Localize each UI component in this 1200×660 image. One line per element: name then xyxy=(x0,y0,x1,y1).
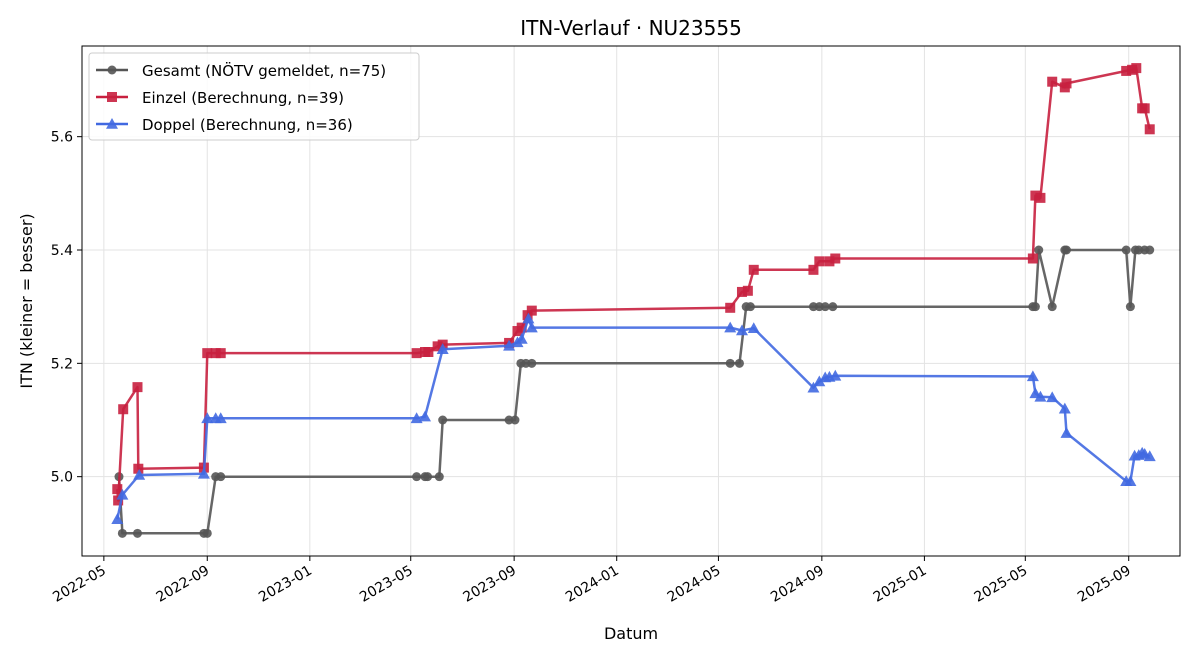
y-tick-label: 5.4 xyxy=(51,243,73,259)
data-point xyxy=(724,321,737,333)
data-point xyxy=(432,341,443,352)
data-point xyxy=(807,381,820,393)
data-point xyxy=(736,286,747,297)
data-point xyxy=(1030,190,1041,201)
data-point xyxy=(1027,253,1038,264)
data-point xyxy=(117,528,127,538)
data-point xyxy=(525,321,538,333)
data-point xyxy=(725,358,735,368)
data-point xyxy=(438,415,448,425)
data-point xyxy=(1061,78,1072,89)
legend-swatch-marker xyxy=(107,92,117,102)
data-point xyxy=(808,264,819,275)
data-point xyxy=(1125,302,1135,312)
legend-swatch-marker xyxy=(106,118,118,129)
data-point xyxy=(745,302,755,312)
legend: Gesamt (NÖTV gemeldet, n=75) Einzel (Bere… xyxy=(88,52,420,141)
data-point xyxy=(113,495,124,506)
data-point xyxy=(1026,370,1039,382)
data-point xyxy=(527,358,537,368)
data-point xyxy=(828,302,838,312)
data-point xyxy=(202,528,212,538)
series-layer xyxy=(111,63,1156,538)
series-circle xyxy=(114,245,1155,538)
data-point xyxy=(1030,302,1040,312)
data-point xyxy=(829,369,842,381)
data-point xyxy=(111,513,124,524)
data-point xyxy=(515,332,528,344)
series-triangle xyxy=(111,312,1156,524)
data-point xyxy=(814,256,825,267)
data-point xyxy=(820,302,830,312)
data-point xyxy=(112,484,123,495)
data-point xyxy=(742,285,753,296)
data-point xyxy=(1144,124,1155,135)
data-point xyxy=(436,343,449,354)
data-point xyxy=(1145,245,1155,255)
data-point xyxy=(1124,475,1137,486)
data-point xyxy=(133,463,144,474)
data-point xyxy=(423,347,434,357)
data-point xyxy=(214,412,227,424)
data-point xyxy=(116,488,129,500)
data-point xyxy=(1060,427,1073,438)
data-point xyxy=(1121,245,1131,255)
data-point xyxy=(1131,63,1142,74)
data-point xyxy=(747,322,760,333)
data-point xyxy=(118,404,129,415)
data-point xyxy=(1143,450,1156,462)
data-point xyxy=(419,410,432,422)
data-point xyxy=(735,324,748,336)
legend-label: Einzel (Berechnung, n=39) xyxy=(142,89,344,107)
data-point xyxy=(133,468,146,480)
data-point xyxy=(1047,76,1058,87)
data-point xyxy=(813,375,826,387)
data-point xyxy=(215,348,226,359)
data-point xyxy=(1121,65,1132,76)
y-tick-label: 5.6 xyxy=(51,130,73,146)
data-point xyxy=(734,358,744,368)
legend-label: Gesamt (NÖTV gemeldet, n=75) xyxy=(142,61,386,80)
data-point xyxy=(1034,245,1044,255)
data-point xyxy=(202,348,213,359)
data-point xyxy=(210,348,221,359)
data-point xyxy=(132,528,142,538)
data-point xyxy=(748,264,759,275)
data-point xyxy=(1034,390,1047,402)
data-point xyxy=(412,472,422,482)
plot-frame xyxy=(81,45,1181,557)
data-point xyxy=(1046,391,1059,403)
data-point xyxy=(830,253,841,264)
chart-title: ITN-Verlauf · NU23555 xyxy=(520,16,742,40)
data-point xyxy=(216,472,226,482)
data-point xyxy=(1139,103,1150,114)
data-point xyxy=(503,339,516,351)
y-axis-label: ITN (kleiner = besser) xyxy=(17,213,36,388)
y-tick-label: 5.0 xyxy=(51,470,73,486)
x-axis-label: Datum xyxy=(604,624,658,643)
data-point xyxy=(132,382,143,393)
data-point xyxy=(1035,192,1046,203)
data-point xyxy=(1058,402,1071,414)
y-axis: 5.0 5.2 5.4 5.6 xyxy=(51,130,82,486)
data-point xyxy=(434,472,444,482)
data-point xyxy=(197,467,210,479)
data-point xyxy=(824,256,835,267)
data-point xyxy=(423,472,433,482)
data-point xyxy=(201,412,214,424)
legend-box xyxy=(88,52,420,141)
data-point xyxy=(510,415,520,425)
data-point xyxy=(725,302,736,313)
legend-swatch-marker xyxy=(107,65,117,75)
y-tick-label: 5.2 xyxy=(51,356,73,372)
data-point xyxy=(1062,245,1072,255)
data-point xyxy=(526,305,537,316)
data-point xyxy=(1047,302,1057,312)
data-point xyxy=(516,322,527,333)
data-point xyxy=(522,312,535,324)
data-point xyxy=(411,348,422,359)
legend-label: Doppel (Berechnung, n=36) xyxy=(142,116,353,134)
